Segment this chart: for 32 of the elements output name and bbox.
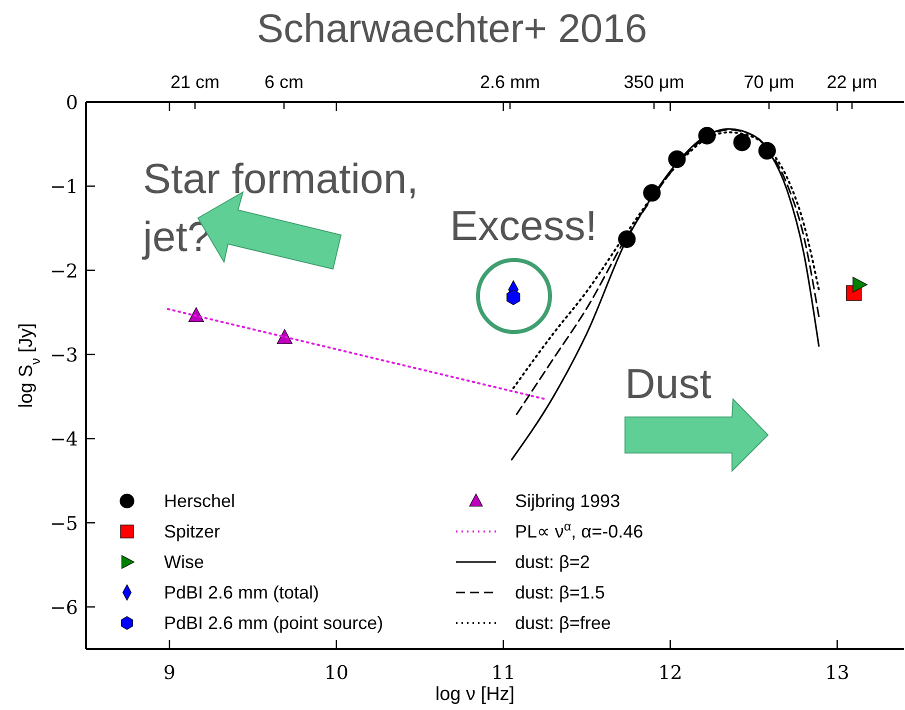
y-tick-label: −2 bbox=[50, 260, 78, 282]
text: 70 μm bbox=[744, 72, 794, 92]
text: 22 μm bbox=[826, 72, 878, 92]
y-tick-label: −3 bbox=[50, 344, 78, 366]
x-axis-title: log ν [Hz] bbox=[435, 684, 515, 705]
annotation: Dust bbox=[625, 360, 712, 407]
x-tick-label: 13 bbox=[825, 662, 850, 684]
x-tick-label: 11 bbox=[491, 662, 516, 684]
chart-title: Scharwaechter+ 2016 bbox=[256, 7, 648, 51]
text: 2.6 mm bbox=[480, 72, 540, 92]
y-tick-label: −6 bbox=[50, 596, 78, 619]
text: 21 cm bbox=[170, 72, 220, 92]
text: 350 μm bbox=[624, 72, 684, 92]
legend-label: Spitzer bbox=[164, 522, 220, 542]
x-tick-label: 9 bbox=[163, 662, 176, 684]
legend-label: PL∝ ν$^{α}$, α=-0.46 bbox=[515, 520, 644, 542]
legend-label: dust: β=free bbox=[515, 613, 611, 633]
legend-label: Herschel bbox=[164, 491, 236, 511]
text: 6 cm bbox=[264, 72, 304, 92]
x-tick-label: 10 bbox=[324, 662, 348, 684]
y-tick-label: 0 bbox=[66, 92, 78, 114]
legend-label: PdBI 2.6 mm (total) bbox=[164, 582, 320, 602]
legend-label: Sijbring 1993 bbox=[515, 491, 620, 511]
x-tick-label: 12 bbox=[658, 662, 682, 684]
y-tick-label: −1 bbox=[50, 176, 78, 198]
legend-label: dust: β=1.5 bbox=[515, 582, 605, 602]
legend-label: dust: β=2 bbox=[515, 552, 590, 572]
annotation: Excess! bbox=[450, 202, 598, 249]
legend-label: Wise bbox=[164, 552, 204, 572]
legend-label: PdBI 2.6 mm (point source) bbox=[164, 613, 384, 633]
y-tick-label: −4 bbox=[50, 428, 78, 451]
y-tick-label: −5 bbox=[50, 512, 78, 535]
